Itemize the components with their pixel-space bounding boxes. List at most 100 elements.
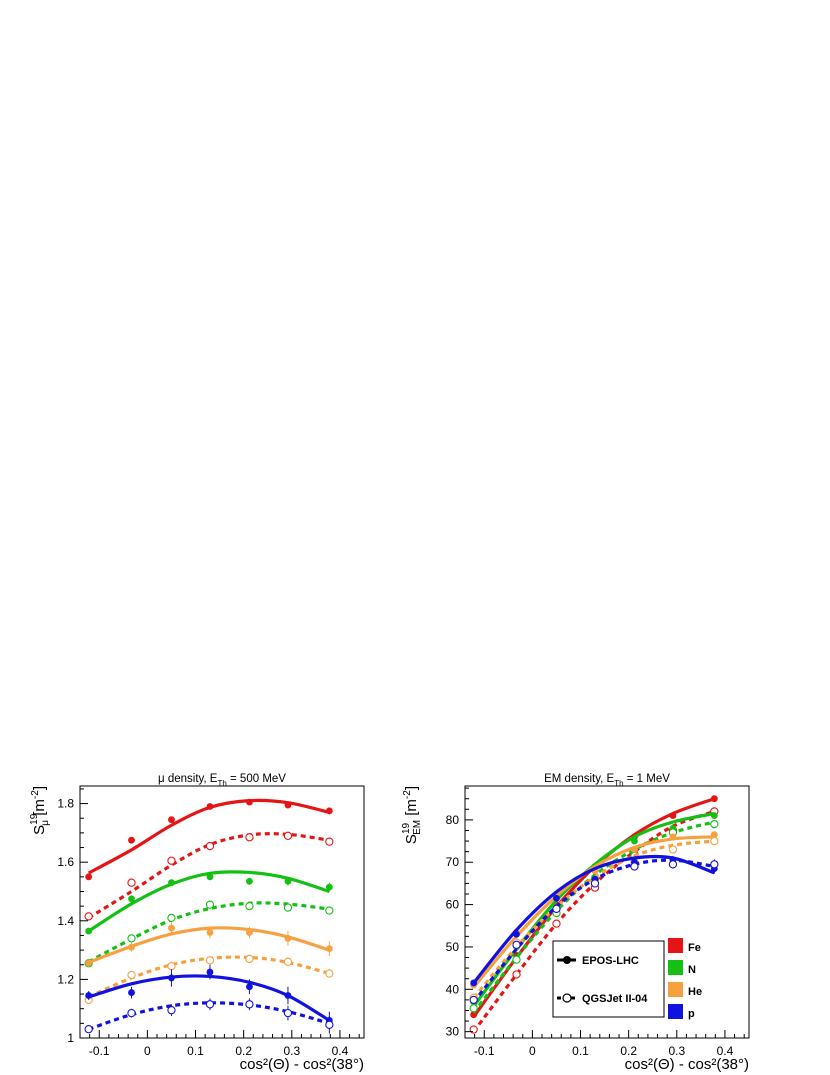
em-y-tick-label: 50 (446, 940, 460, 954)
em-data-point (710, 831, 718, 839)
muon-x-tick-label: 0.3 (283, 1044, 300, 1058)
muon-data-point (246, 877, 253, 885)
species-swatch-he (668, 982, 683, 997)
muon-data-point (283, 957, 293, 966)
muon-y-tick-label: 1.2 (57, 972, 74, 986)
species-swatch-n (668, 960, 683, 975)
em-data-point (513, 930, 520, 938)
em-data-point (512, 970, 521, 979)
muon-x-tick-label: 0.2 (235, 1044, 252, 1058)
em-data-point (710, 836, 719, 846)
muon-data-point (206, 873, 214, 881)
muon-series-p-epos-lhc (85, 964, 333, 1030)
muon-data-point (84, 912, 93, 921)
muon-data-point (167, 962, 176, 971)
model-legend-box (552, 940, 665, 1018)
muon-data-point (128, 989, 135, 996)
em-data-point (669, 812, 677, 820)
species-legend: Fe N He p (668, 938, 702, 1020)
em-data-point (552, 904, 561, 913)
em-y-tick-label: 30 (446, 1025, 460, 1039)
em-y-tick-label: 40 (446, 982, 460, 996)
muon-data-point (245, 901, 254, 911)
em-data-point (631, 837, 638, 845)
muon-data-point (325, 883, 333, 891)
muon-data-point (205, 956, 215, 965)
em-data-point (630, 862, 639, 871)
em-x-axis-title: cos²(Θ) - cos²(38°) (625, 1056, 749, 1073)
em-data-point (469, 995, 478, 1005)
em-y-tick-label: 60 (446, 898, 460, 912)
muon-data-point (85, 959, 93, 967)
muon-data-point (168, 974, 175, 982)
em-y-axis-title: S19EM [m-2] (401, 786, 423, 844)
muon-y-tick-label: 1.8 (57, 797, 74, 811)
species-label-n: N (688, 964, 696, 976)
em-x-tick-label: -0.1 (474, 1044, 495, 1058)
muon-data-point (85, 873, 93, 881)
muon-data-point (283, 903, 293, 912)
muon-data-point (128, 943, 135, 951)
em-data-point (710, 860, 719, 869)
em-series-p-qgsjet-ii-04 (469, 858, 719, 1005)
muon-data-point (84, 1025, 93, 1034)
muon-data-point (168, 879, 175, 887)
em-data-point (512, 940, 521, 949)
muon-data-point (246, 798, 253, 806)
muon-data-point (128, 836, 135, 844)
muon-data-point (205, 1000, 215, 1009)
muon-data-point (325, 807, 333, 815)
muon-data-point (325, 1020, 334, 1029)
em-data-point (470, 1011, 478, 1019)
muon-y-tick-label: 1.4 (57, 914, 74, 928)
muon-series-fe-epos-lhc (85, 798, 333, 881)
muon-data-point (246, 929, 253, 936)
em-data-point (710, 812, 718, 820)
qgsjet-legend-marker (562, 993, 572, 1003)
muon-y-axis-title: S19μ [m-2] (29, 786, 51, 835)
em-y-tick-label: 70 (446, 855, 460, 869)
muon-data-point (284, 992, 292, 999)
muon-y-tick-label: 1 (67, 1031, 74, 1045)
qgsjet-legend-label: QGSJet II-04 (582, 993, 648, 1005)
epos-legend-marker (563, 956, 571, 964)
muon-series-he-qgsjet-ii-04 (84, 954, 334, 1005)
em-panel-title: EM density, ETh = 1 MeV (544, 773, 670, 788)
muon-data-point (245, 833, 254, 842)
em-x-tick-label: 0.4 (717, 1044, 734, 1058)
muon-data-point (205, 841, 215, 851)
muon-data-point (325, 945, 333, 953)
em-data-point (470, 979, 478, 987)
muon-data-point (284, 801, 292, 809)
em-plot-frame (464, 785, 750, 1039)
em-y-tick-label: 80 (446, 813, 460, 827)
muon-data-point (168, 924, 175, 932)
muon-data-point (325, 969, 334, 978)
muon-data-point (85, 927, 93, 935)
muon-data-point (325, 837, 334, 846)
em-data-point (669, 833, 677, 841)
muon-y-tick-label: 1.6 (57, 855, 74, 869)
muon-data-point (325, 906, 334, 915)
model-legend: EPOS-LHC QGSJet II-04 (552, 940, 665, 1018)
muon-data-point (284, 877, 292, 885)
muon-x-tick-label: -0.1 (89, 1044, 110, 1058)
muon-data-point (246, 983, 253, 991)
em-x-tick-label: 0 (529, 1044, 536, 1058)
em-data-point (668, 860, 678, 869)
muon-panel-title: μ density, ETh = 500 MeV (158, 773, 286, 788)
em-x-tick-label: 0.1 (572, 1044, 589, 1058)
muon-series-n-epos-lhc (85, 870, 333, 935)
species-label-p: p (688, 1008, 695, 1020)
muon-plot-frame (79, 785, 365, 1039)
em-data-point (668, 845, 678, 854)
muon-data-point (245, 954, 254, 964)
species-label-fe: Fe (688, 942, 701, 954)
em-data-point (631, 846, 638, 853)
muon-data-point (127, 934, 136, 943)
em-data-point (553, 894, 560, 902)
muon-x-tick-label: 0 (144, 1044, 151, 1058)
muon-fit-line-fe-epos-lhc (87, 798, 330, 875)
muon-data-point (206, 929, 214, 936)
